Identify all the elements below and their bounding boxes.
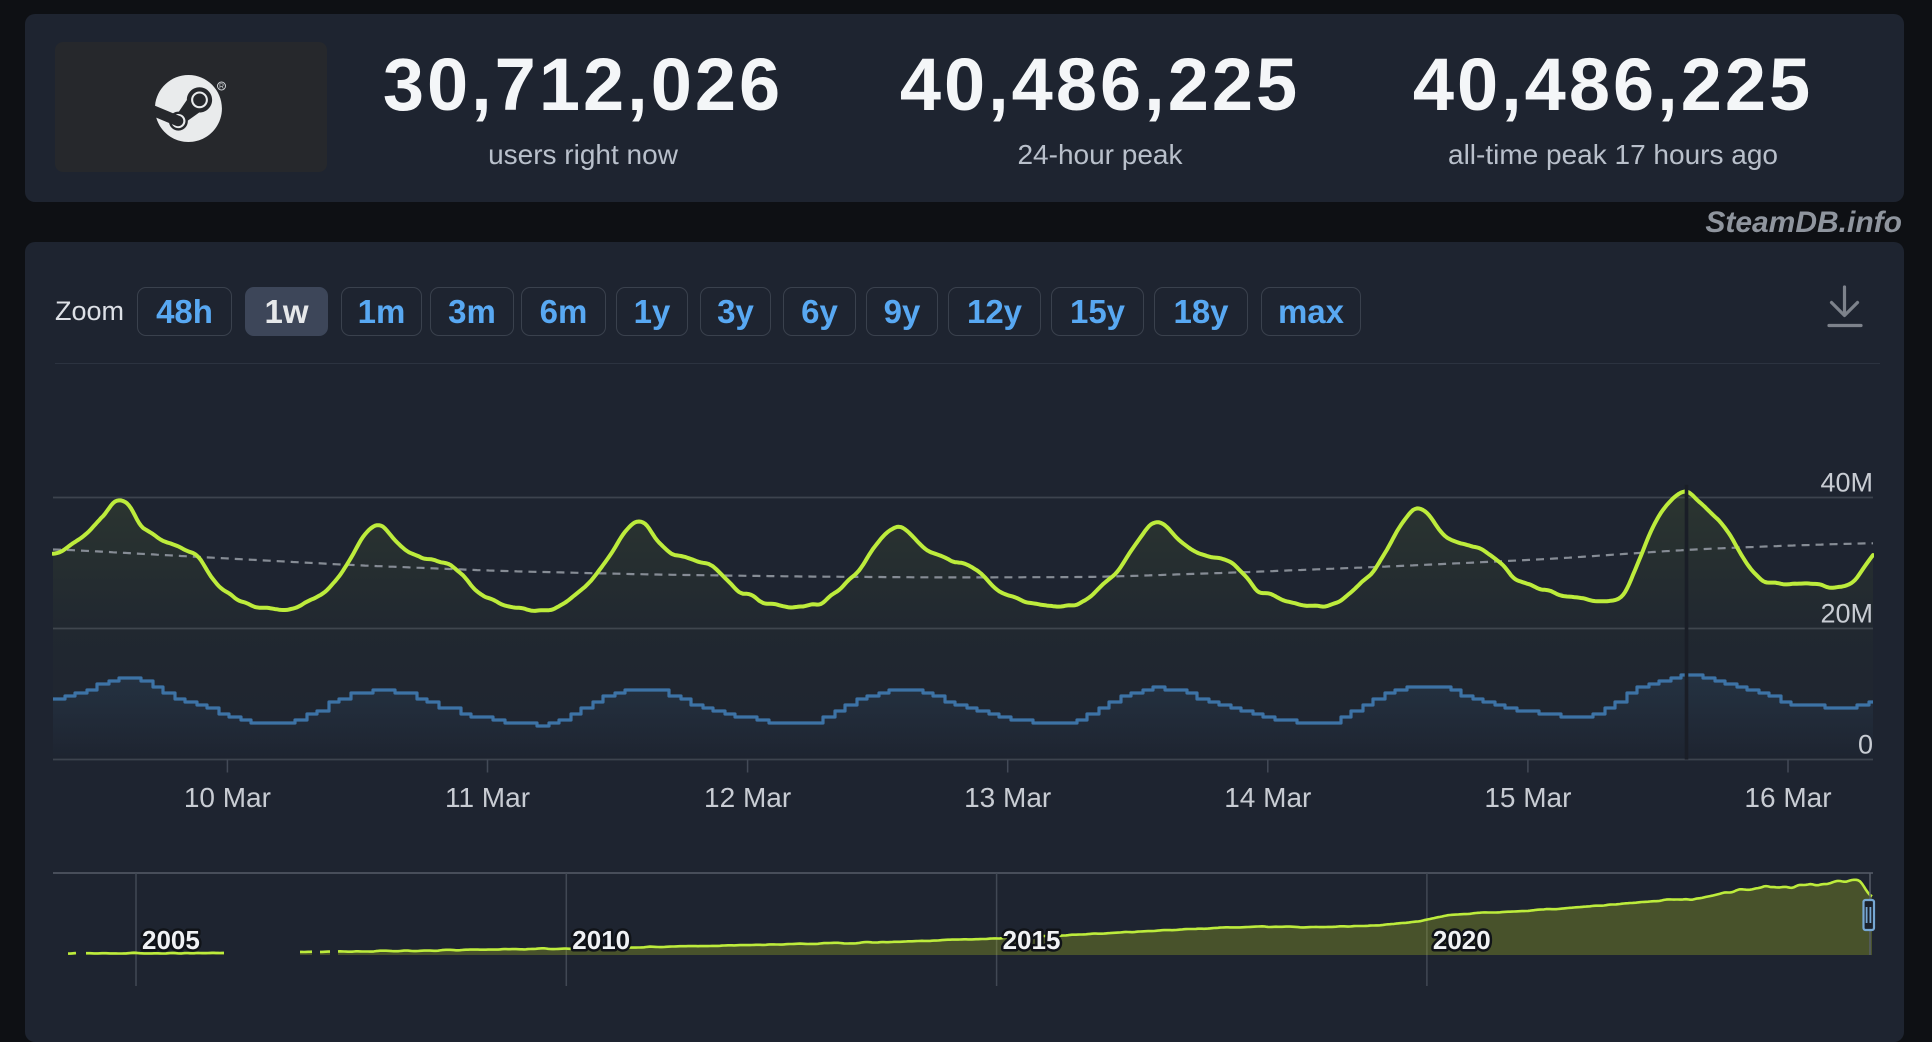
svg-text:10 Mar: 10 Mar bbox=[184, 782, 271, 813]
svg-text:11 Mar: 11 Mar bbox=[445, 782, 530, 813]
svg-text:13 Mar: 13 Mar bbox=[964, 782, 1051, 813]
svg-text:2005: 2005 bbox=[142, 925, 200, 955]
svg-text:40M: 40M bbox=[1820, 468, 1873, 498]
svg-text:2015: 2015 bbox=[1003, 925, 1061, 955]
svg-text:R: R bbox=[219, 84, 224, 91]
svg-text:2010: 2010 bbox=[572, 925, 630, 955]
svg-text:16 Mar: 16 Mar bbox=[1744, 782, 1831, 813]
svg-text:0: 0 bbox=[1858, 730, 1873, 760]
svg-text:15 Mar: 15 Mar bbox=[1484, 782, 1571, 813]
svg-text:20M: 20M bbox=[1820, 599, 1873, 629]
svg-text:12 Mar: 12 Mar bbox=[704, 782, 791, 813]
svg-text:2020: 2020 bbox=[1433, 925, 1491, 955]
svg-text:14 Mar: 14 Mar bbox=[1224, 782, 1311, 813]
